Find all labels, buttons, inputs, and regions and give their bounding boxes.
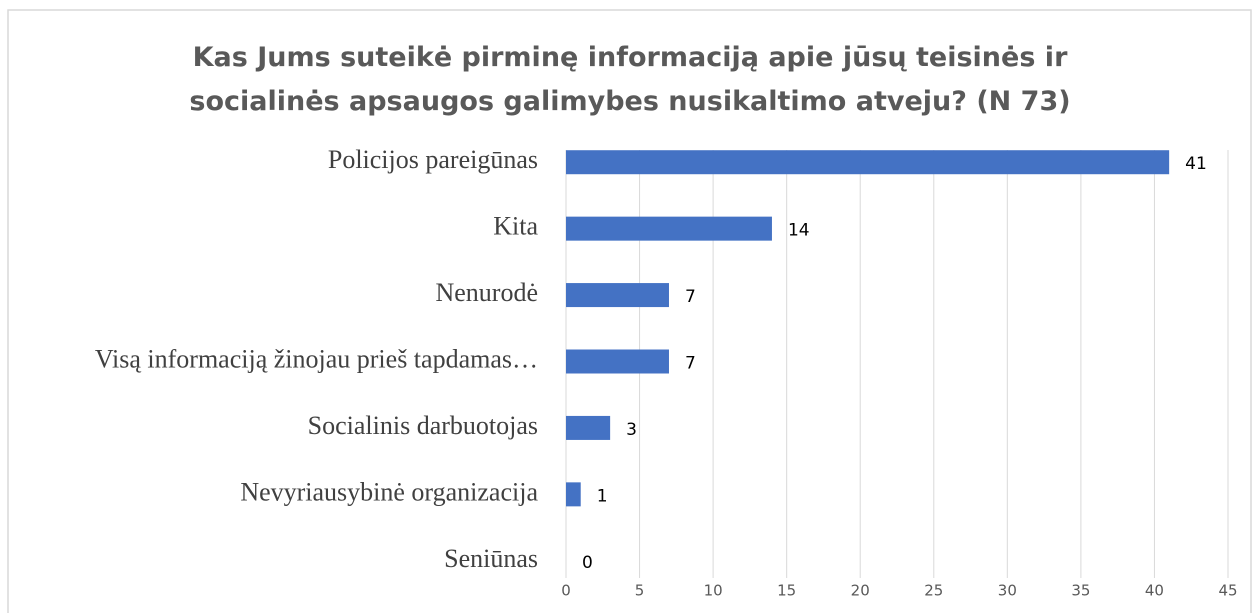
value-label: 3 — [626, 420, 637, 440]
value-label: 7 — [685, 287, 696, 307]
x-tick-label: 20 — [851, 582, 870, 600]
chart-title: Kas Jums suteikė pirminę informaciją api… — [189, 42, 1071, 117]
value-label: 7 — [685, 354, 696, 374]
value-label: 0 — [582, 553, 593, 573]
y-tick-label: Visą informaciją žinojau prieš tapdamas… — [95, 344, 538, 373]
x-tick-label: 10 — [704, 582, 723, 600]
y-tick-label: Nenurodė — [435, 278, 538, 307]
bar — [566, 150, 1170, 175]
bar — [566, 216, 772, 241]
x-tick-label: 40 — [1145, 582, 1164, 600]
value-label: 41 — [1185, 154, 1207, 174]
y-tick-label: Policijos pareigūnas — [328, 145, 538, 174]
y-tick-label: Kita — [493, 212, 538, 241]
y-tick-label: Nevyriausybinė organizacija — [240, 477, 538, 506]
bar — [566, 415, 611, 440]
value-label: 14 — [788, 221, 810, 241]
bar — [566, 349, 669, 374]
bar — [566, 482, 581, 507]
y-tick-label: Socialinis darbuotojas — [308, 411, 538, 440]
y-tick-label: Seniūnas — [444, 544, 538, 573]
x-tick-label: 45 — [1218, 582, 1237, 600]
bar — [566, 283, 669, 308]
x-tick-label: 0 — [561, 582, 571, 600]
chart-border — [7, 9, 1252, 613]
x-tick-label: 35 — [1071, 582, 1090, 600]
x-tick-label: 30 — [998, 582, 1017, 600]
x-tick-label: 25 — [924, 582, 943, 600]
value-label: 1 — [597, 486, 608, 506]
x-tick-label: 15 — [777, 582, 796, 600]
x-tick-label: 5 — [635, 582, 645, 600]
